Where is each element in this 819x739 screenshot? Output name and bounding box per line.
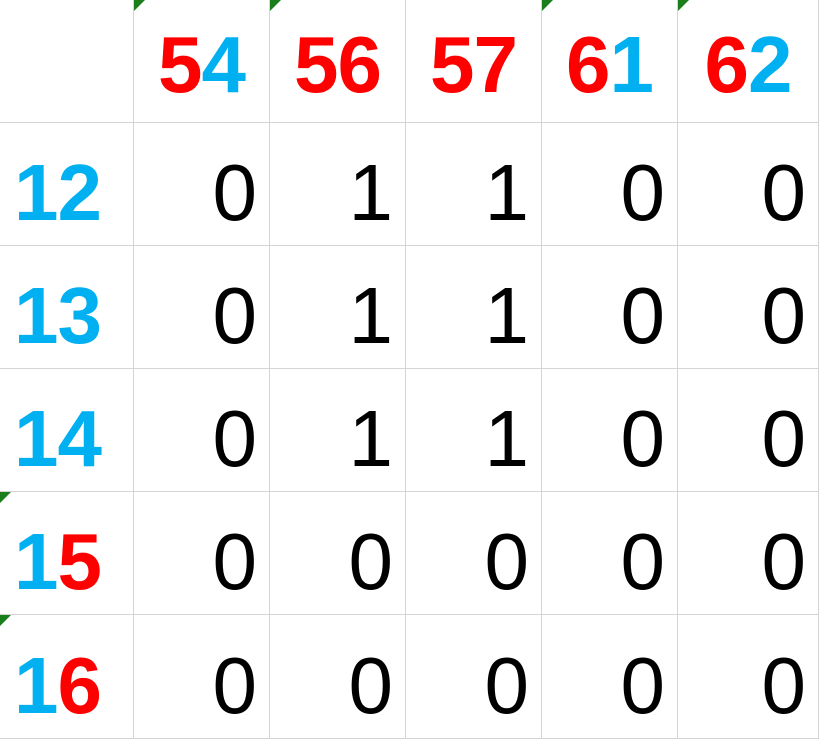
cell-value: 0 — [484, 640, 530, 730]
cell-value: 0 — [348, 640, 394, 730]
value-cell[interactable]: 1 — [270, 246, 406, 369]
cell-value: 1 — [484, 271, 530, 360]
cell-value: 1 — [348, 148, 394, 237]
header-digit: 3 — [57, 271, 102, 360]
error-indicator-icon[interactable] — [0, 615, 11, 626]
value-cell[interactable]: 0 — [134, 492, 270, 615]
header-digit: 5 — [430, 20, 474, 109]
cell-value: 0 — [484, 517, 530, 606]
value-cell[interactable]: 0 — [678, 615, 819, 739]
cell-value: 0 — [620, 271, 666, 360]
value-cell[interactable]: 0 — [542, 369, 678, 492]
value-cell[interactable]: 0 — [134, 615, 270, 739]
value-cell[interactable]: 0 — [542, 492, 678, 615]
header-digit: 5 — [294, 20, 338, 109]
header-digit: 6 — [704, 20, 749, 109]
cell-value: 0 — [761, 271, 807, 360]
value-cell[interactable]: 1 — [406, 123, 542, 246]
header-digit: 1 — [14, 148, 58, 237]
cell-value: 0 — [620, 394, 666, 483]
cell-value: 0 — [761, 640, 807, 730]
header-digit: 2 — [57, 148, 102, 237]
cell-value: 0 — [212, 148, 258, 237]
value-cell[interactable]: 0 — [678, 369, 819, 492]
value-cell[interactable]: 1 — [270, 369, 406, 492]
header-digit: 1 — [14, 517, 58, 606]
value-cell[interactable]: 0 — [678, 123, 819, 246]
cell-value: 0 — [620, 517, 666, 606]
value-cell[interactable]: 0 — [678, 492, 819, 615]
value-cell[interactable]: 0 — [270, 615, 406, 739]
header-digit: 1 — [14, 394, 58, 483]
error-indicator-icon[interactable] — [134, 0, 145, 11]
cell-value: 1 — [484, 148, 530, 237]
cell-value: 0 — [761, 517, 807, 606]
value-cell[interactable]: 0 — [542, 246, 678, 369]
cell-value: 0 — [761, 148, 807, 237]
cell-value: 0 — [620, 640, 666, 730]
cell-value: 0 — [212, 271, 258, 360]
header-digit: 7 — [473, 20, 518, 109]
cell-value: 0 — [348, 517, 394, 606]
error-indicator-icon[interactable] — [678, 0, 689, 11]
header-digit: 6 — [57, 640, 102, 730]
header-digit: 2 — [748, 20, 792, 109]
value-cell[interactable]: 0 — [134, 123, 270, 246]
cell-value: 0 — [212, 517, 258, 606]
header-digit: 5 — [158, 20, 202, 109]
header-digit: 1 — [609, 20, 654, 109]
cell-value: 0 — [761, 394, 807, 483]
value-cell[interactable]: 0 — [134, 246, 270, 369]
error-indicator-icon[interactable] — [542, 0, 553, 11]
value-cell[interactable]: 0 — [406, 615, 542, 739]
value-cell[interactable]: 1 — [406, 246, 542, 369]
header-digit: 1 — [14, 640, 58, 730]
cell-value: 0 — [212, 394, 258, 483]
corner-cell[interactable] — [0, 0, 134, 123]
error-indicator-icon[interactable] — [0, 492, 11, 503]
header-digit: 5 — [57, 517, 102, 606]
header-digit: 4 — [57, 394, 102, 483]
header-digit: 6 — [337, 20, 382, 109]
value-cell[interactable]: 0 — [542, 123, 678, 246]
value-cell[interactable]: 1 — [270, 123, 406, 246]
header-digit: 1 — [14, 271, 58, 360]
cell-value: 1 — [484, 394, 530, 483]
cell-value: 0 — [212, 640, 258, 730]
value-cell[interactable]: 0 — [406, 492, 542, 615]
value-cell[interactable]: 0 — [134, 369, 270, 492]
header-digit: 6 — [566, 20, 610, 109]
value-cell[interactable]: 0 — [678, 246, 819, 369]
value-cell[interactable]: 1 — [406, 369, 542, 492]
cell-value: 1 — [348, 394, 394, 483]
value-cell[interactable]: 0 — [270, 492, 406, 615]
cell-value: 1 — [348, 271, 394, 360]
value-cell[interactable]: 0 — [542, 615, 678, 739]
cell-value: 0 — [620, 148, 666, 237]
error-indicator-icon[interactable] — [270, 0, 281, 11]
header-digit: 4 — [201, 20, 246, 109]
